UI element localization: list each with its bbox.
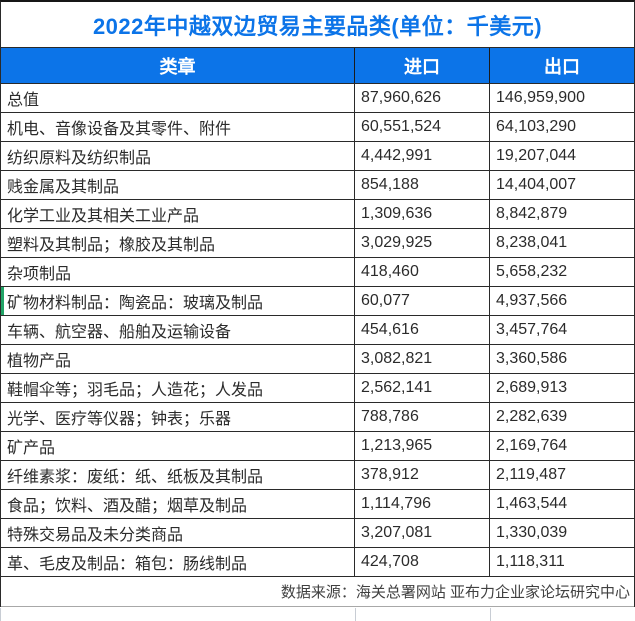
cell-export: 1,118,311 bbox=[496, 553, 565, 570]
cell-import: 3,207,081 bbox=[355, 519, 490, 547]
table-row: 纤维素浆：废纸：纸、纸板及其制品 378,912 2,119,487 bbox=[1, 461, 634, 490]
table-row: 食品；饮料、酒及醋；烟草及制品 1,114,796 1,463,544 bbox=[1, 490, 634, 519]
cell-export: 2,169,764 bbox=[496, 437, 568, 454]
table-row: 矿产品 1,213,965 2,169,764 bbox=[1, 432, 634, 461]
cell-category: 贱金属及其制品 bbox=[1, 171, 355, 199]
cell-import: 2,562,141 bbox=[355, 374, 490, 402]
cell-export: 146,959,900 bbox=[496, 89, 585, 106]
table-row: 杂项制品 418,460 5,658,232 bbox=[1, 258, 634, 287]
table-row: 纺织原料及纺织制品 4,442,991 19,207,044 bbox=[1, 142, 634, 171]
table-row: 鞋帽伞等；羽毛品；人造花；人发品 2,562,141 2,689,913 bbox=[1, 374, 634, 403]
cell-export: 3,457,764 bbox=[496, 321, 568, 338]
cell-category: 车辆、航空器、船舶及运输设备 bbox=[1, 316, 355, 344]
cell-export: 1,330,039 bbox=[496, 524, 568, 541]
header-cell-category: 类章 bbox=[1, 48, 355, 83]
cell-category: 总值 bbox=[1, 84, 355, 112]
page-title: 2022年中越双边贸易主要品类(单位：千美元) bbox=[92, 13, 543, 39]
cell-category: 革、毛皮及制品：箱包：肠线制品 bbox=[1, 548, 355, 576]
cell-export: 14,404,007 bbox=[496, 176, 577, 193]
cell-import: 1,114,796 bbox=[355, 490, 490, 518]
cell-import: 378,912 bbox=[355, 461, 490, 489]
cell-import: 454,616 bbox=[355, 316, 490, 344]
cell-export: 2,119,487 bbox=[496, 466, 566, 483]
cell-category: 矿物材料制品：陶瓷品：玻璃及制品 bbox=[1, 287, 355, 315]
table-row: 革、毛皮及制品：箱包：肠线制品 424,708 1,118,311 bbox=[1, 548, 634, 577]
table-header-row: 类章 进口 出口 bbox=[1, 47, 634, 84]
table-row: 塑料及其制品；橡胶及其制品 3,029,925 8,238,041 bbox=[1, 229, 634, 258]
cell-import: 788,786 bbox=[355, 403, 490, 431]
table-body: 总值 87,960,626 146,959,900 机电、音像设备及其零件、附件… bbox=[1, 84, 634, 577]
gridline-col3 bbox=[490, 608, 491, 621]
cell-export: 4,937,566 bbox=[496, 292, 568, 309]
cell-category: 纺织原料及纺织制品 bbox=[1, 142, 355, 170]
cell-import: 60,551,524 bbox=[355, 113, 490, 141]
cell-category: 纤维素浆：废纸：纸、纸板及其制品 bbox=[1, 461, 355, 489]
cell-import: 418,460 bbox=[355, 258, 490, 286]
source-note: 数据来源：海关总署网站 亚布力企业家论坛研究中心 bbox=[280, 584, 630, 601]
table-row: 矿物材料制品：陶瓷品：玻璃及制品 60,077 4,937,566 bbox=[1, 287, 634, 316]
gridline-col2 bbox=[355, 608, 356, 621]
source-row: 数据来源：海关总署网站 亚布力企业家论坛研究中心 bbox=[1, 577, 634, 607]
cell-category: 化学工业及其相关工业产品 bbox=[1, 200, 355, 228]
table-row: 贱金属及其制品 854,188 14,404,007 bbox=[1, 171, 634, 200]
cell-import: 3,082,821 bbox=[355, 345, 490, 373]
cell-import: 4,442,991 bbox=[355, 142, 490, 170]
header-cell-export: 出口 bbox=[544, 56, 580, 77]
cell-import: 87,960,626 bbox=[355, 84, 490, 112]
cell-import: 1,309,636 bbox=[355, 200, 490, 228]
cell-import: 854,188 bbox=[355, 171, 490, 199]
cell-export: 2,689,913 bbox=[496, 379, 568, 396]
cell-import: 3,029,925 bbox=[355, 229, 490, 257]
cell-category: 植物产品 bbox=[1, 345, 355, 373]
cell-import: 424,708 bbox=[355, 548, 490, 576]
cell-category: 塑料及其制品；橡胶及其制品 bbox=[1, 229, 355, 257]
gridline-left bbox=[0, 608, 1, 621]
cell-export: 3,360,586 bbox=[496, 350, 568, 367]
cell-category: 光学、医疗等仪器；钟表；乐器 bbox=[1, 403, 355, 431]
cell-export: 8,238,041 bbox=[496, 234, 568, 251]
cell-category: 特殊交易品及未分类商品 bbox=[1, 519, 355, 547]
cell-category: 食品；饮料、酒及醋；烟草及制品 bbox=[1, 490, 355, 518]
table-row: 光学、医疗等仪器；钟表；乐器 788,786 2,282,639 bbox=[1, 403, 634, 432]
table-row: 机电、音像设备及其零件、附件 60,551,524 64,103,290 bbox=[1, 113, 634, 142]
table-row: 总值 87,960,626 146,959,900 bbox=[1, 84, 634, 113]
trade-table: 2022年中越双边贸易主要品类(单位：千美元) 类章 进口 出口 总值 87,9… bbox=[0, 0, 635, 607]
cell-export: 1,463,544 bbox=[496, 495, 568, 512]
cell-import: 1,213,965 bbox=[355, 432, 490, 460]
cell-import: 60,077 bbox=[355, 287, 490, 315]
table-row: 植物产品 3,082,821 3,360,586 bbox=[1, 345, 634, 374]
cell-export: 5,658,232 bbox=[496, 263, 568, 280]
cell-category: 鞋帽伞等；羽毛品；人造花；人发品 bbox=[1, 374, 355, 402]
cell-category: 杂项制品 bbox=[1, 258, 355, 286]
header-cell-import: 进口 bbox=[355, 48, 490, 83]
table-row: 车辆、航空器、船舶及运输设备 454,616 3,457,764 bbox=[1, 316, 634, 345]
cell-category: 机电、音像设备及其零件、附件 bbox=[1, 113, 355, 141]
cell-category: 矿产品 bbox=[1, 432, 355, 460]
table-row: 特殊交易品及未分类商品 3,207,081 1,330,039 bbox=[1, 519, 634, 548]
table-row: 化学工业及其相关工业产品 1,309,636 8,842,879 bbox=[1, 200, 634, 229]
cell-export: 2,282,639 bbox=[496, 408, 568, 425]
cell-export: 19,207,044 bbox=[496, 147, 577, 164]
cell-export: 64,103,290 bbox=[496, 118, 577, 135]
cell-export: 8,842,879 bbox=[496, 205, 568, 222]
partial-next-row bbox=[0, 608, 635, 621]
